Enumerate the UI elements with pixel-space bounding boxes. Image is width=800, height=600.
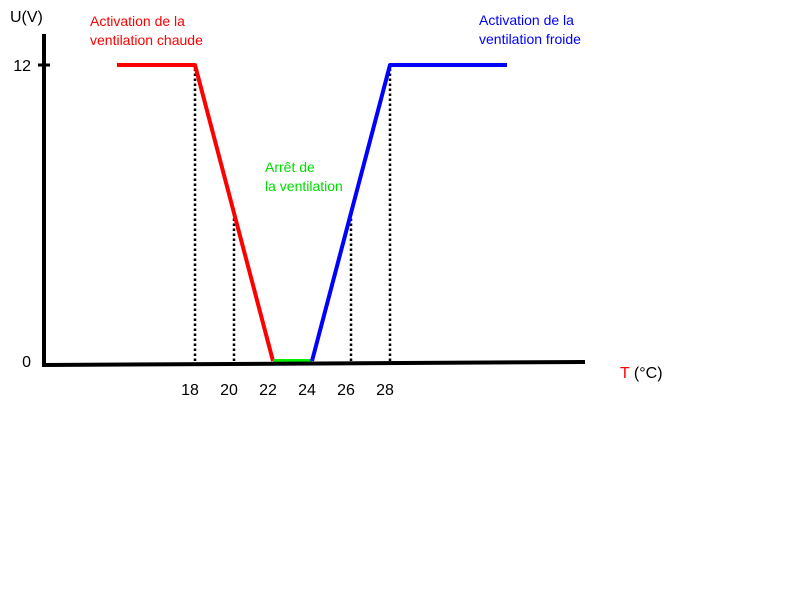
- annotation-line: Activation de la: [479, 12, 574, 28]
- x-tick-label: 20: [220, 382, 238, 399]
- x-tick-label: 24: [298, 382, 316, 399]
- annotation-0: Activation de la ventilation chaude: [90, 13, 203, 48]
- y-tick-labels: 12 0: [13, 58, 31, 371]
- dotted-guides: [193, 65, 392, 361]
- x-axis-label-variable: T: [620, 365, 630, 382]
- x-tick-label: 18: [181, 382, 199, 399]
- x-tick-label: 26: [337, 382, 355, 399]
- annotations: Activation de la ventilation chaude Arrêt …: [90, 12, 581, 194]
- x-tick-label: 22: [259, 382, 277, 399]
- x-axis-line: [43, 360, 586, 367]
- annotation-line: ventilation chaude: [90, 32, 203, 48]
- series-segment-0: [117, 63, 275, 362]
- annotation-1: Arrêt de la ventilation: [265, 159, 343, 194]
- y-tick-label: 0: [22, 354, 31, 371]
- annotation-line: Activation de la: [90, 13, 185, 29]
- y-tick-label: 12: [13, 58, 31, 75]
- x-axis-label: T (°C): [620, 365, 663, 382]
- series-segment-2: [310, 63, 507, 362]
- data-lines: [117, 63, 507, 363]
- annotation-line: Arrêt de: [265, 159, 315, 175]
- x-tick-labels: 18 20 22 24 26 28: [181, 382, 394, 399]
- x-tick-label: 28: [376, 382, 394, 399]
- x-axis-label-unit: (°C): [629, 365, 662, 382]
- axes: [38, 34, 586, 367]
- annotation-line: la ventilation: [265, 178, 343, 194]
- annotation-2: Activation de la ventilation froide: [479, 12, 581, 47]
- annotation-line: ventilation froide: [479, 31, 581, 47]
- y-axis-label: U(V): [10, 9, 43, 26]
